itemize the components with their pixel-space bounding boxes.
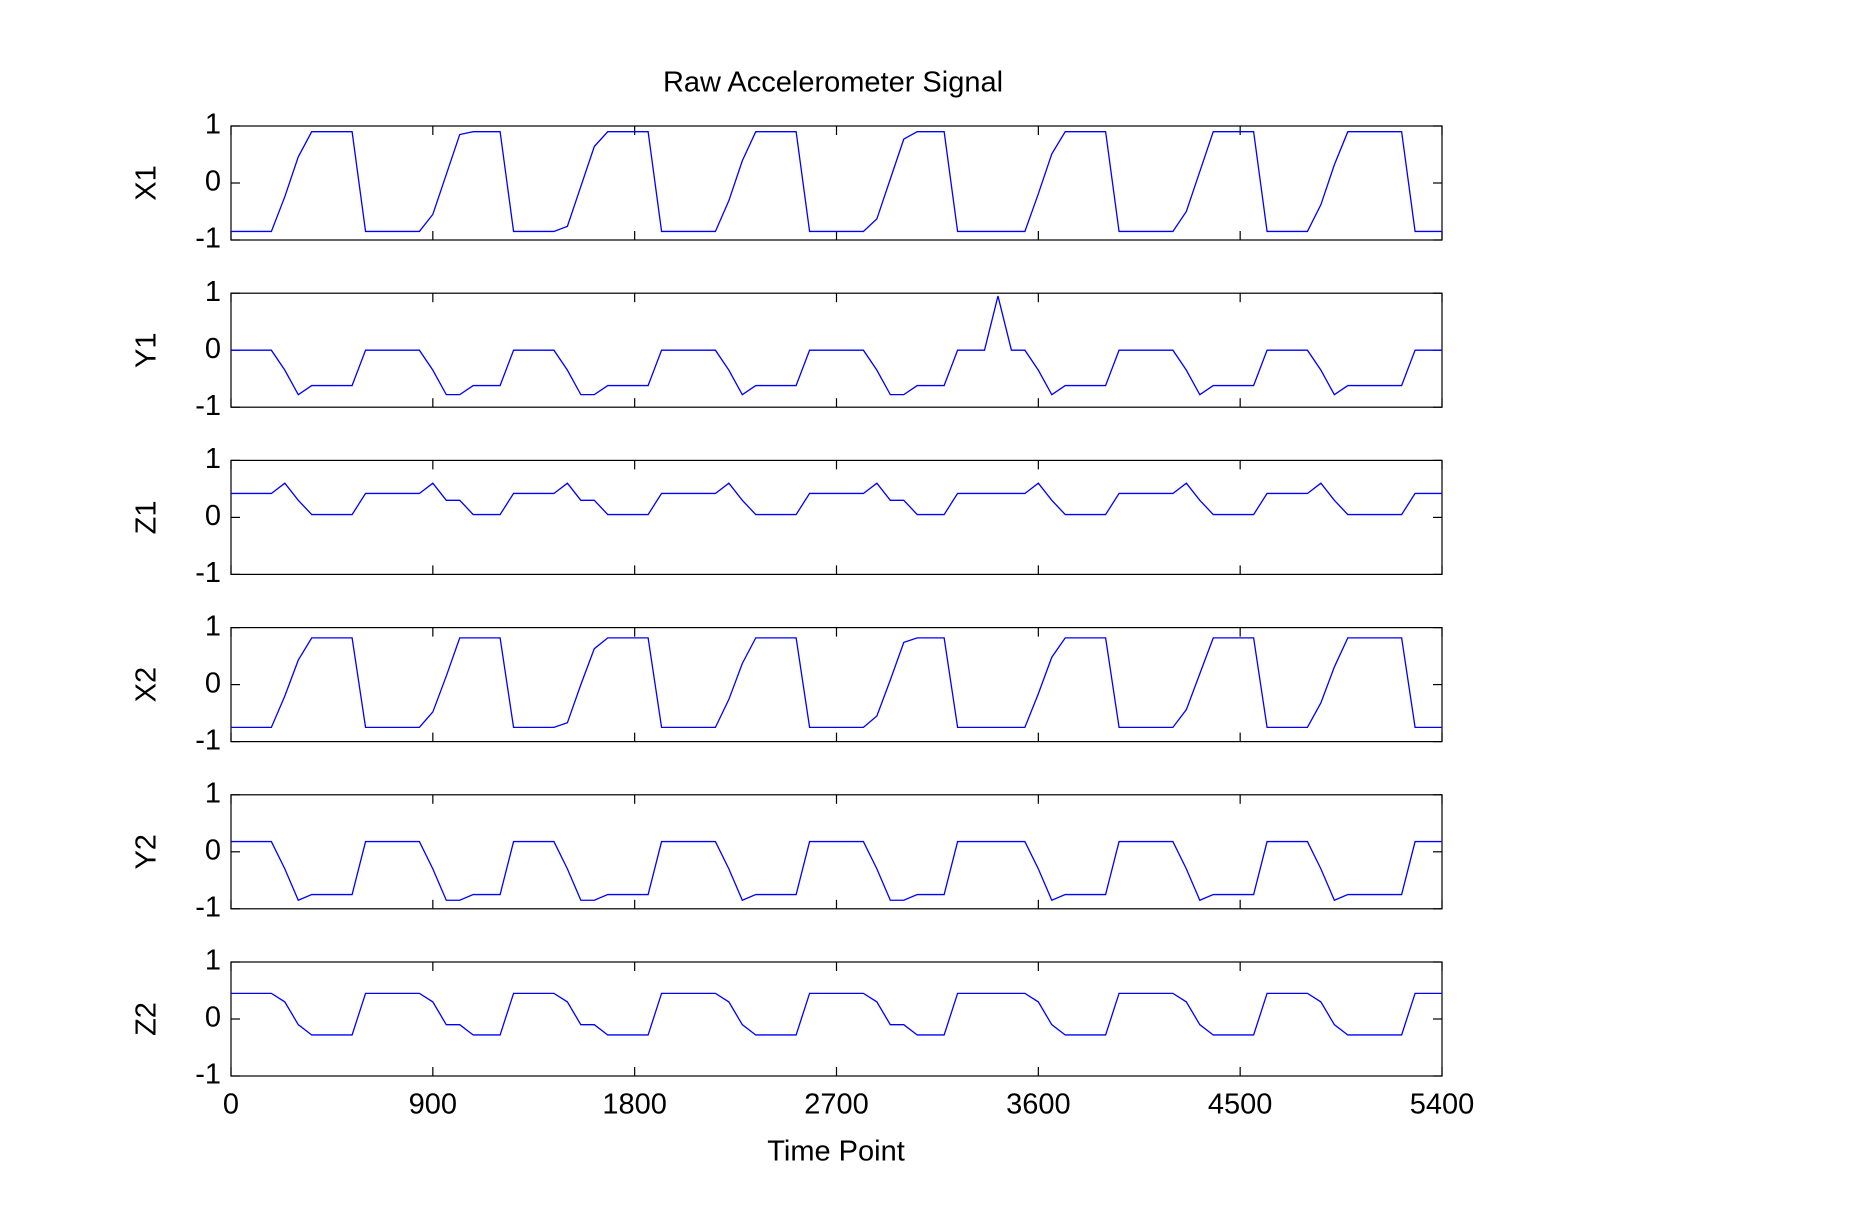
signal-line [231, 131, 1442, 233]
y-tick-label: -1 [195, 390, 221, 422]
x-tick-label: 3600 [1006, 1089, 1071, 1121]
y-axis-label: Y2 [131, 834, 163, 869]
y-tick-label: 1 [205, 610, 221, 642]
signal-line [231, 992, 1442, 1036]
y-tick-label: -1 [195, 724, 221, 756]
y-tick-label: 0 [205, 667, 221, 699]
x-tick-label: 2700 [804, 1089, 869, 1121]
x-tick-label: 5400 [1410, 1089, 1475, 1121]
y-tick-label: 0 [205, 1002, 221, 1034]
y-tick-label: 1 [205, 109, 221, 141]
x-tick-label: 4500 [1208, 1089, 1273, 1121]
y-tick-label: 1 [205, 945, 221, 977]
y-tick-label: -1 [195, 223, 221, 255]
y-tick-label: -1 [195, 1059, 221, 1091]
y-tick-label: 1 [205, 443, 221, 475]
x-tick-label: 0 [223, 1089, 239, 1121]
signal-line [231, 840, 1442, 902]
chart-title: Raw Accelerometer Signal [663, 67, 1003, 99]
y-axis-label: X1 [131, 165, 163, 200]
y-tick-label: 0 [205, 333, 221, 365]
y-tick-label: 0 [205, 834, 221, 866]
y-tick-label: 1 [205, 777, 221, 809]
y-axis-label: X2 [131, 667, 163, 702]
y-tick-label: -1 [195, 891, 221, 923]
x-tick-label: 900 [409, 1089, 457, 1121]
y-tick-label: 1 [205, 276, 221, 308]
y-tick-label: 0 [205, 166, 221, 198]
y-axis-label: Z2 [131, 1002, 163, 1036]
signal-line [231, 295, 1442, 396]
x-tick-label: 1800 [602, 1089, 667, 1121]
y-tick-label: 0 [205, 500, 221, 532]
x-axis-label: Time Point [767, 1136, 905, 1168]
signal-line [231, 637, 1442, 728]
y-tick-label: -1 [195, 557, 221, 589]
y-axis-label: Z1 [131, 500, 163, 534]
signal-line [231, 482, 1442, 516]
y-axis-label: Y1 [131, 332, 163, 367]
